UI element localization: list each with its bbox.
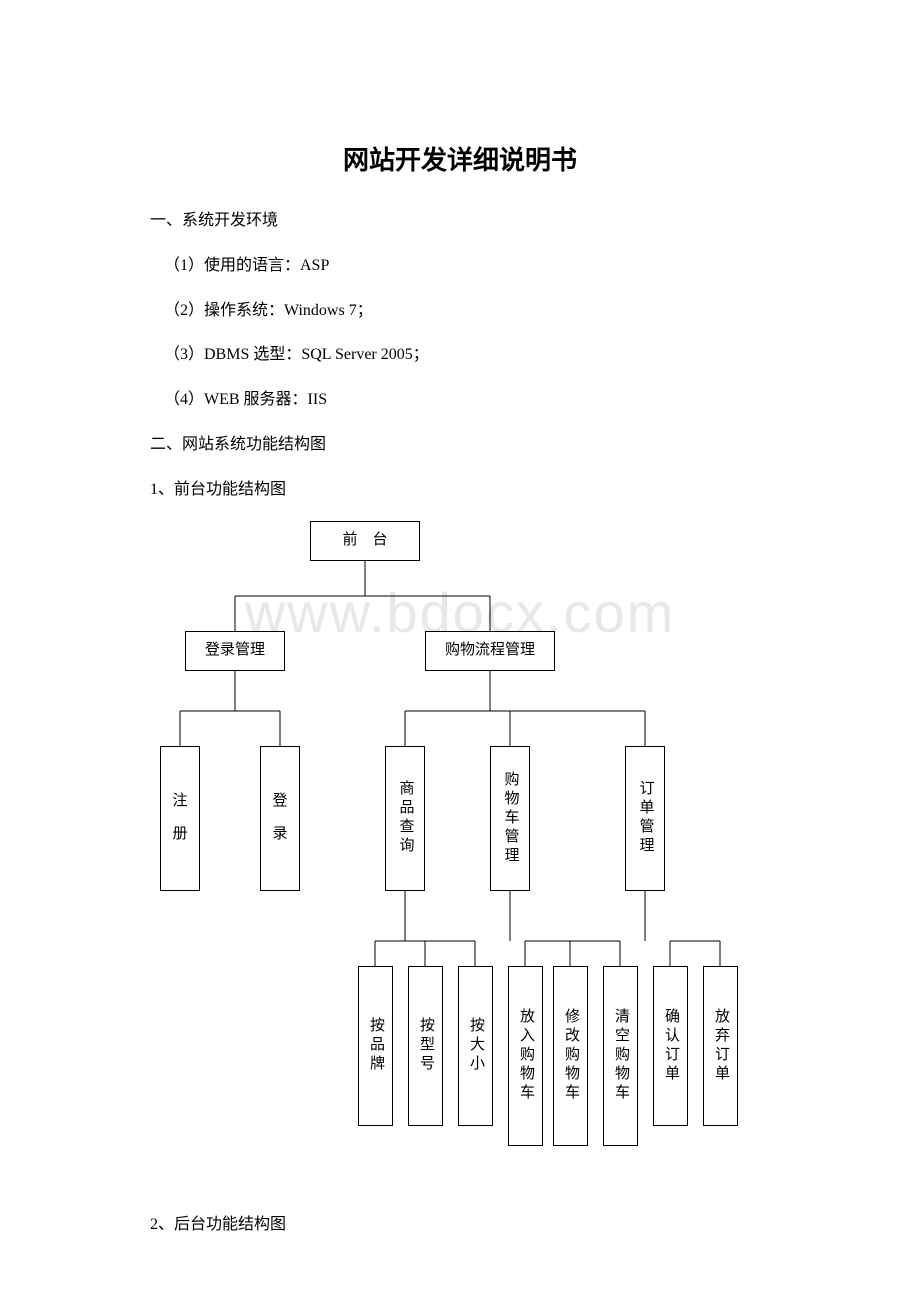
env-item-4: （4）WEB 服务器：IIS bbox=[150, 386, 770, 415]
node-product-query: 商品查询 bbox=[385, 746, 425, 891]
node-register: 注 册 bbox=[160, 746, 200, 891]
node-by-brand: 按品牌 bbox=[358, 966, 393, 1126]
node-login-char1: 登 bbox=[272, 785, 287, 818]
node-cancel-order: 放弃订单 bbox=[703, 966, 738, 1126]
section-1-head: 一、系统开发环境 bbox=[150, 207, 770, 236]
node-login-mgmt: 登录管理 bbox=[185, 631, 285, 671]
node-by-model: 按型号 bbox=[408, 966, 443, 1126]
node-order-mgmt: 订单管理 bbox=[625, 746, 665, 891]
node-clear-cart: 清空购物车 bbox=[603, 966, 638, 1146]
node-register-char1: 注 bbox=[172, 785, 187, 818]
node-login: 登 录 bbox=[260, 746, 300, 891]
env-item-3: （3）DBMS 选型：SQL Server 2005； bbox=[150, 341, 770, 370]
node-cart-mgmt: 购物车管理 bbox=[490, 746, 530, 891]
node-register-char2: 册 bbox=[172, 818, 187, 851]
env-item-2: （2）操作系统：Windows 7； bbox=[150, 297, 770, 326]
document-title: 网站开发详细说明书 bbox=[150, 140, 770, 177]
node-add-cart: 放入购物车 bbox=[508, 966, 543, 1146]
section-2-sub1: 1、前台功能结构图 bbox=[150, 476, 770, 505]
section-2-head: 二、网站系统功能结构图 bbox=[150, 431, 770, 460]
section-2-sub2: 2、后台功能结构图 bbox=[150, 1211, 770, 1240]
node-root: 前 台 bbox=[310, 521, 420, 561]
node-login-char2: 录 bbox=[272, 818, 287, 851]
node-shop-flow-mgmt: 购物流程管理 bbox=[425, 631, 555, 671]
node-by-size: 按大小 bbox=[458, 966, 493, 1126]
frontend-structure-diagram: 前 台 登录管理 购物流程管理 注 册 登 录 商品查询 购物车管理 订单管理 … bbox=[150, 521, 770, 1171]
env-item-1: （1）使用的语言：ASP bbox=[150, 252, 770, 281]
node-edit-cart: 修改购物车 bbox=[553, 966, 588, 1146]
node-confirm-order: 确认订单 bbox=[653, 966, 688, 1126]
